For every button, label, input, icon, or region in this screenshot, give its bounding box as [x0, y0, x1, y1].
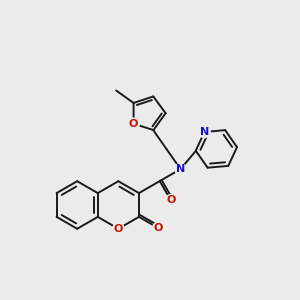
Text: N: N — [176, 164, 185, 174]
Circle shape — [153, 222, 164, 234]
Text: O: O — [166, 195, 176, 206]
Text: O: O — [154, 223, 163, 233]
Text: O: O — [114, 224, 123, 234]
Circle shape — [128, 118, 139, 129]
Circle shape — [165, 195, 176, 206]
Circle shape — [175, 164, 186, 175]
Circle shape — [199, 126, 210, 138]
Text: O: O — [129, 119, 138, 129]
Circle shape — [113, 223, 124, 234]
Text: N: N — [200, 127, 209, 137]
